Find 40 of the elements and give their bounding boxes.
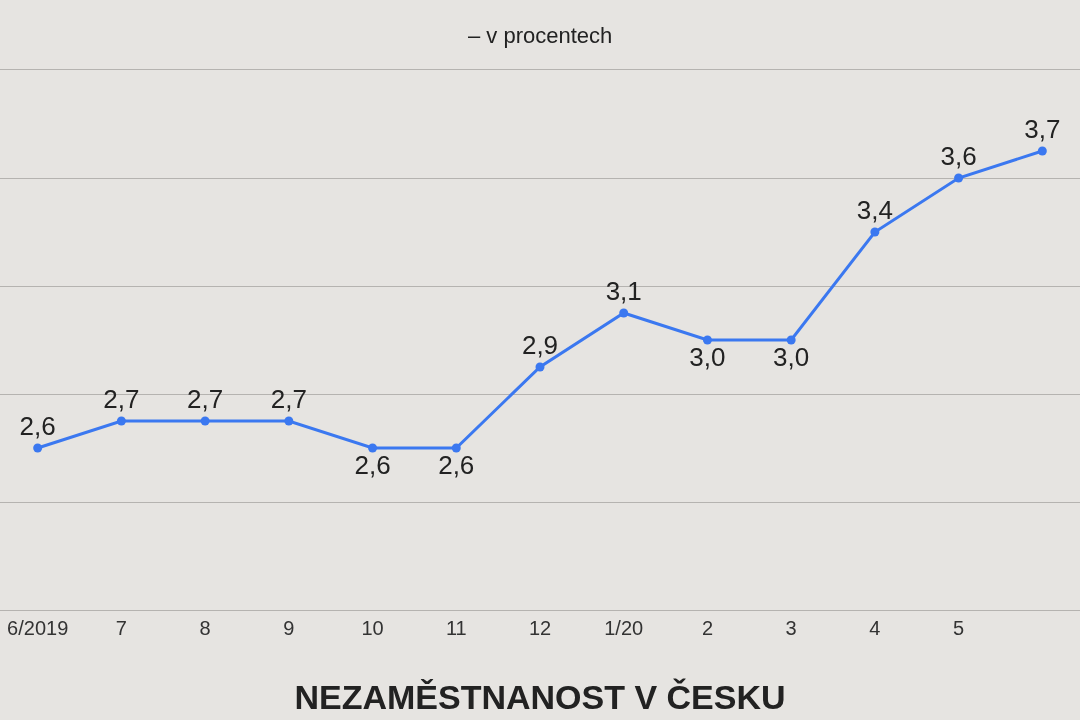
point [786,335,796,345]
point [116,416,126,426]
x-tick-label: 9 [283,617,295,639]
chart-subtitle: – v procentech [468,23,613,48]
data-label: 2,7 [270,383,307,414]
data-label: 2,6 [354,450,391,481]
x-tick-label: 5 [953,617,965,639]
point [619,308,629,318]
data-label: 3,0 [773,342,810,373]
x-tick-label: 3 [785,617,797,639]
point [702,335,712,345]
data-label: 2,9 [521,329,559,360]
x-tick-label: 7 [115,617,127,639]
x-tick-label: 11 [445,617,467,639]
text: NEZAMĚSTNANOST V ČESKU [294,678,786,717]
point [284,416,294,426]
data-label: 3,0 [689,342,726,373]
point [451,443,461,453]
x-tick-label: 2 [701,617,713,639]
x-tick-label: 6/2019 [7,617,69,639]
x-tick-label: 1/20 [604,617,644,639]
point [870,227,880,237]
point [1037,146,1047,156]
point [535,362,545,372]
data-label: 2,7 [103,383,140,414]
data-label: 2,7 [187,383,224,414]
data-label: 3,7 [1024,113,1061,144]
point [368,443,378,453]
point [954,173,964,183]
x-tick-label: 12 [528,617,552,639]
x-tick-label: 10 [361,617,384,639]
data-label: 3,4 [856,194,893,225]
data-label: 3,1 [605,275,642,306]
data-label: 2,6 [19,410,56,441]
point [33,443,43,453]
x-tick-label: 8 [199,617,211,639]
point [200,416,210,426]
x-tick-label: 4 [869,617,881,639]
data-label: 3,6 [940,140,977,171]
data-label: 2,6 [438,450,475,481]
